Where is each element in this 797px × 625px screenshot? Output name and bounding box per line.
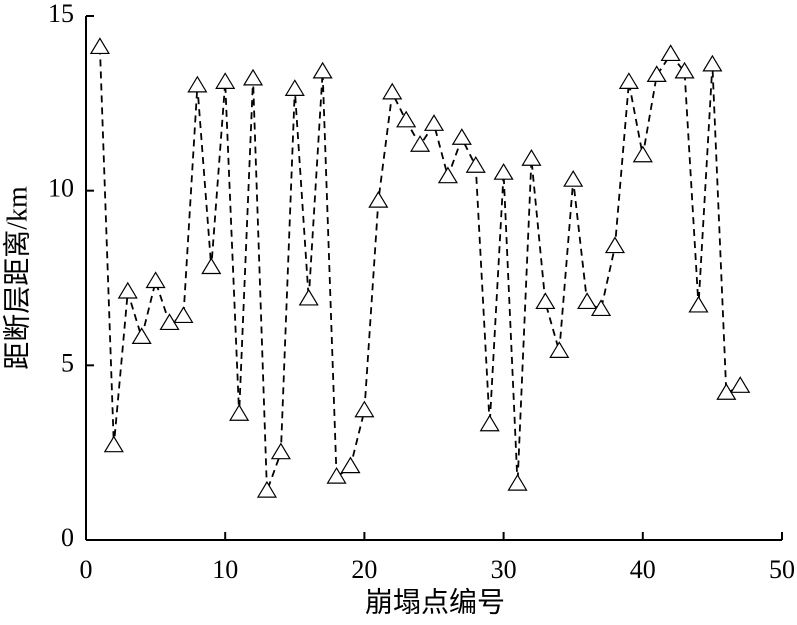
- triangle-marker: [577, 292, 598, 310]
- triangle-marker: [632, 145, 653, 163]
- x-tick-label: 20: [351, 555, 377, 584]
- triangle-marker: [354, 400, 375, 418]
- triangle-marker: [521, 149, 542, 166]
- triangle-marker: [674, 61, 695, 79]
- triangle-marker: [145, 271, 166, 289]
- triangle-marker: [159, 313, 180, 331]
- triangle-marker: [479, 414, 500, 432]
- x-tick-label: 10: [212, 555, 238, 584]
- triangle-marker: [201, 257, 222, 275]
- triangle-marker: [270, 442, 291, 460]
- triangle-marker: [242, 68, 264, 86]
- triangle-marker: [187, 75, 208, 93]
- y-tick-label: 10: [48, 174, 74, 203]
- triangle-marker: [535, 292, 556, 310]
- triangle-marker: [284, 79, 305, 96]
- triangle-marker: [660, 44, 681, 62]
- triangle-marker: [549, 341, 570, 358]
- data-line: [99, 47, 741, 492]
- x-tick-label: 30: [491, 555, 517, 584]
- triangle-marker: [215, 72, 236, 89]
- triangle-marker: [410, 135, 431, 152]
- triangle-marker: [326, 466, 347, 484]
- triangle-marker: [688, 295, 709, 313]
- triangle-marker: [131, 327, 152, 344]
- triangle-marker: [382, 82, 403, 100]
- y-tick-label: 5: [61, 348, 74, 377]
- x-axis-label: 崩塌点编号: [365, 586, 505, 618]
- x-tick-label: 0: [80, 555, 93, 584]
- triangle-marker: [173, 306, 194, 324]
- x-tick-label: 50: [769, 555, 795, 584]
- y-tick-label: 15: [48, 0, 74, 28]
- triangle-marker: [298, 288, 319, 306]
- y-axis-label: 距断层距离/km: [1, 186, 33, 370]
- triangle-marker: [89, 37, 110, 55]
- triangle-marker: [368, 190, 389, 208]
- triangle-marker: [702, 54, 723, 72]
- triangle-marker: [507, 473, 528, 491]
- triangle-marker: [646, 65, 667, 82]
- triangle-marker: [229, 404, 250, 421]
- triangle-marker: [451, 128, 472, 145]
- triangle-marker: [340, 456, 361, 474]
- triangle-marker: [117, 281, 138, 299]
- triangle-marker: [312, 61, 333, 79]
- triangle-marker: [604, 236, 626, 254]
- triangle-marker: [423, 114, 445, 131]
- triangle-marker: [465, 156, 486, 173]
- triangle-marker: [730, 376, 751, 393]
- triangle-marker: [493, 163, 514, 180]
- triangle-marker: [437, 166, 458, 184]
- triangle-marker: [256, 480, 278, 498]
- y-tick-label: 0: [61, 523, 74, 552]
- x-tick-label: 40: [630, 555, 656, 584]
- triangle-marker: [618, 72, 639, 89]
- triangle-marker: [716, 383, 737, 400]
- triangle-marker: [396, 110, 417, 128]
- triangle-marker: [590, 299, 612, 317]
- triangle-marker: [563, 170, 584, 187]
- triangle-marker: [103, 435, 124, 453]
